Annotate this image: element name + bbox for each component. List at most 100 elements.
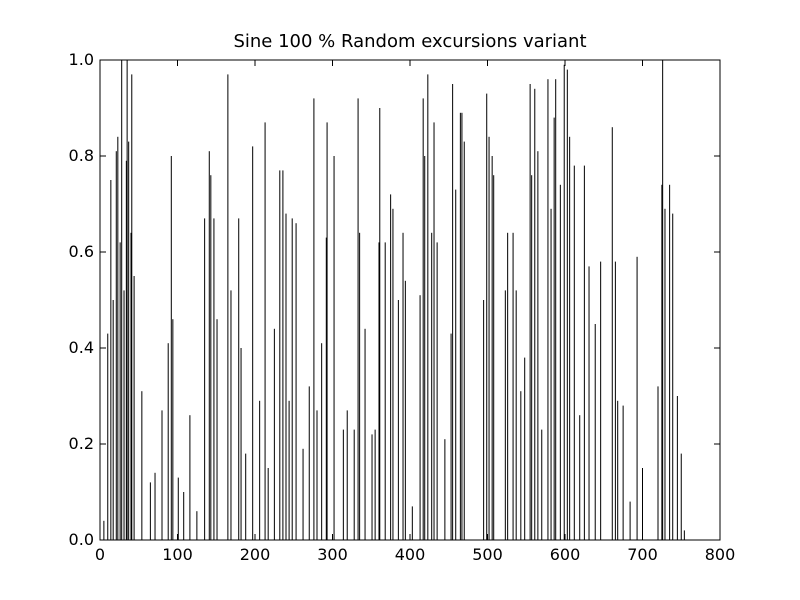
bar xyxy=(611,127,613,540)
bar xyxy=(524,357,526,540)
bar xyxy=(115,151,117,540)
bar xyxy=(154,472,156,540)
bar xyxy=(672,213,674,540)
x-tick-label: 200 xyxy=(240,545,271,564)
x-tick-label: 800 xyxy=(705,545,736,564)
x-tick-label: 300 xyxy=(317,545,348,564)
bar xyxy=(419,295,421,540)
bar xyxy=(531,175,533,540)
bar xyxy=(636,256,638,540)
y-tick-label: 0.8 xyxy=(69,146,94,165)
bar xyxy=(112,300,114,540)
bar xyxy=(267,468,269,540)
bar xyxy=(183,492,185,540)
bar xyxy=(424,156,426,540)
x-tick-label: 500 xyxy=(472,545,503,564)
bar xyxy=(161,410,163,540)
bar xyxy=(333,156,335,540)
bar xyxy=(461,112,463,541)
x-tick-label: 0 xyxy=(95,545,105,564)
y-tick-label: 0.6 xyxy=(69,242,94,261)
bar xyxy=(325,237,327,540)
bar xyxy=(553,117,555,540)
bar xyxy=(422,98,424,541)
bar xyxy=(133,276,135,540)
bar xyxy=(683,530,685,540)
bar xyxy=(216,319,218,540)
bar xyxy=(259,400,261,540)
y-tick-label: 0.4 xyxy=(69,338,94,357)
bar xyxy=(555,79,557,540)
bar xyxy=(121,60,123,540)
bar xyxy=(170,156,172,540)
bar xyxy=(353,429,355,540)
bar xyxy=(364,328,366,540)
bar xyxy=(397,300,399,540)
bar xyxy=(512,232,514,541)
bar xyxy=(357,98,359,541)
bar xyxy=(379,108,381,540)
bar xyxy=(483,300,485,540)
bar xyxy=(493,175,495,540)
bar xyxy=(404,280,406,540)
bar xyxy=(520,391,522,540)
bar xyxy=(390,194,392,540)
bar xyxy=(402,232,404,541)
bar xyxy=(172,319,174,540)
bar xyxy=(588,266,590,540)
bar xyxy=(594,324,596,540)
bar xyxy=(537,151,539,540)
bar xyxy=(579,415,581,540)
bar xyxy=(614,261,616,540)
bar xyxy=(308,386,310,540)
bar xyxy=(189,415,191,540)
bar xyxy=(433,122,435,541)
bar xyxy=(463,141,465,540)
bar xyxy=(110,180,112,540)
bar xyxy=(227,74,229,541)
bar xyxy=(279,170,281,540)
y-tick-label: 0.2 xyxy=(69,434,94,453)
bar xyxy=(491,156,493,540)
bar xyxy=(569,136,571,541)
bar xyxy=(321,343,323,540)
bar xyxy=(208,151,210,540)
bar xyxy=(240,348,242,540)
bar xyxy=(676,396,678,540)
bar xyxy=(285,213,287,540)
bar xyxy=(326,122,328,541)
bar xyxy=(210,175,212,540)
bar xyxy=(573,165,575,540)
bar xyxy=(547,79,549,540)
bar xyxy=(529,84,531,540)
bar xyxy=(264,122,266,541)
bar xyxy=(177,477,179,540)
bar xyxy=(411,506,413,540)
bar xyxy=(126,60,128,540)
bar xyxy=(125,160,127,541)
bar xyxy=(662,60,664,540)
bar xyxy=(230,290,232,540)
bar xyxy=(657,386,659,540)
bar xyxy=(486,93,488,540)
bar xyxy=(302,448,304,540)
bar xyxy=(661,184,663,541)
bar xyxy=(245,453,247,540)
bar xyxy=(617,400,619,540)
x-tick-label: 700 xyxy=(627,545,658,564)
bar xyxy=(252,146,254,540)
bar xyxy=(427,74,429,541)
bar xyxy=(130,232,132,541)
bar xyxy=(123,290,125,540)
bar xyxy=(213,218,215,540)
bar xyxy=(119,242,121,540)
bar xyxy=(378,242,380,540)
bar xyxy=(583,165,585,540)
bar xyxy=(507,232,509,541)
bar xyxy=(455,189,457,540)
bar xyxy=(117,136,119,541)
bar xyxy=(488,136,490,541)
bar xyxy=(371,434,373,540)
bar xyxy=(444,439,446,540)
bar xyxy=(282,170,284,540)
